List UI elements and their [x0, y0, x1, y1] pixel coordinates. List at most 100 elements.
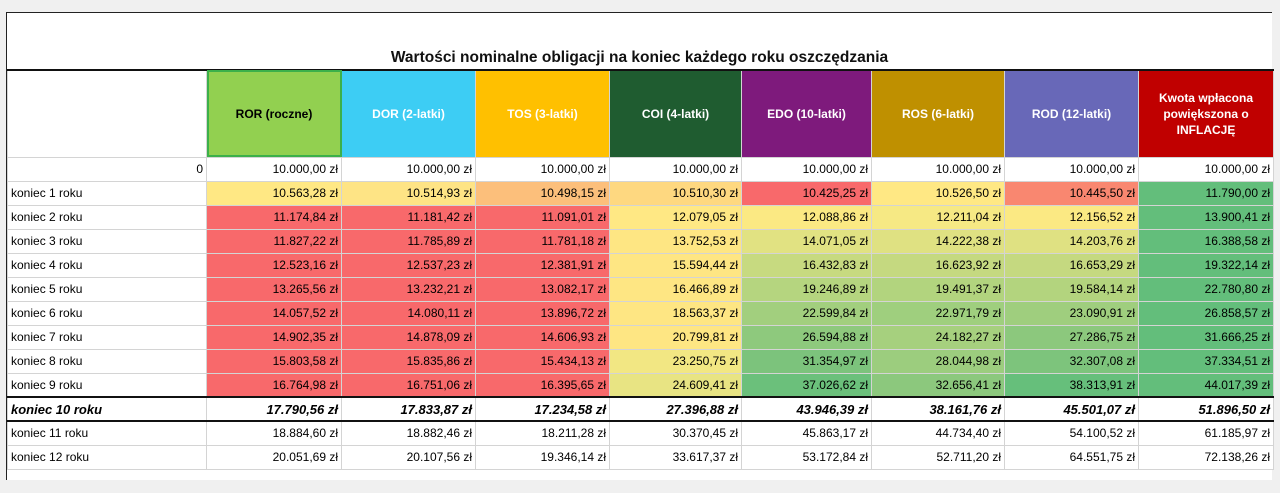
- value-cell: 15.803,58 zł: [206, 348, 342, 374]
- value-cell: 11.181,42 zł: [341, 204, 476, 230]
- column-header: ROD (12-latki): [1004, 69, 1139, 158]
- row-label: koniec 6 roku: [7, 300, 207, 326]
- table-row: koniec 11 roku 18.884,60 zł 18.882,46 zł 18…: [7, 420, 1274, 446]
- header-row: ROR (roczne) DOR (2-latki) TOS (3-latki) CO…: [7, 69, 1274, 158]
- table-title: Wartości nominalne obligacji na koniec k…: [390, 49, 889, 66]
- value-cell: 14.878,09 zł: [341, 324, 476, 350]
- value-cell: 10.526,50 zł: [871, 180, 1005, 206]
- table: ROR (roczne) DOR (2-latki) TOS (3-latki) CO…: [7, 69, 1274, 470]
- value-cell: 10.563,28 zł: [206, 180, 342, 206]
- value-cell: 37.026,62 zł: [741, 372, 872, 398]
- table-row: koniec 4 roku 12.523,16 zł 12.537,23 zł 12.…: [7, 252, 1274, 278]
- row-label: koniec 5 roku: [7, 276, 207, 302]
- value-cell: 20.051,69 zł: [206, 444, 342, 470]
- value-cell: 23.250,75 zł: [609, 348, 742, 374]
- value-cell: 23.090,91 zł: [1004, 300, 1139, 326]
- value-cell: 28.044,98 zł: [871, 348, 1005, 374]
- value-cell: 24.609,41 zł: [609, 372, 742, 398]
- value-cell: 26.858,57 zł: [1138, 300, 1274, 326]
- value-cell: 19.322,14 zł: [1138, 252, 1274, 278]
- row-label: koniec 12 roku: [7, 444, 207, 470]
- value-cell: 20.799,81 zł: [609, 324, 742, 350]
- value-cell: 11.827,22 zł: [206, 228, 342, 254]
- table-row: 0 10.000,00 zł 10.000,00 zł 10.000,00 zł 10.…: [7, 156, 1274, 182]
- value-cell: 19.584,14 zł: [1004, 276, 1139, 302]
- value-cell: 10.445,50 zł: [1004, 180, 1139, 206]
- value-cell: 16.432,83 zł: [741, 252, 872, 278]
- value-cell: 27.286,75 zł: [1004, 324, 1139, 350]
- value-cell: 18.563,37 zł: [609, 300, 742, 326]
- value-cell: 20.107,56 zł: [341, 444, 476, 470]
- value-cell: 12.211,04 zł: [871, 204, 1005, 230]
- value-cell: 72.138,26 zł: [1138, 444, 1274, 470]
- table-row: koniec 3 roku 11.827,22 zł 11.785,89 zł 11.…: [7, 228, 1274, 254]
- value-cell: 10.000,00 zł: [1004, 156, 1139, 182]
- value-cell: 19.491,37 zł: [871, 276, 1005, 302]
- value-cell: 12.088,86 zł: [741, 204, 872, 230]
- value-cell: 37.334,51 zł: [1138, 348, 1274, 374]
- value-cell: 19.246,89 zł: [741, 276, 872, 302]
- value-cell: 11.174,84 zł: [206, 204, 342, 230]
- value-cell: 18.884,60 zł: [206, 420, 342, 446]
- value-cell: 52.711,20 zł: [871, 444, 1005, 470]
- table-row: koniec 8 roku 15.803,58 zł 15.835,86 zł 15.…: [7, 348, 1274, 374]
- value-cell: 53.172,84 zł: [741, 444, 872, 470]
- value-cell: 19.346,14 zł: [475, 444, 610, 470]
- value-cell: 10.000,00 zł: [206, 156, 342, 182]
- value-cell: 54.100,52 zł: [1004, 420, 1139, 446]
- value-cell: 31.354,97 zł: [741, 348, 872, 374]
- value-cell: 13.232,21 zł: [341, 276, 476, 302]
- value-cell: 14.902,35 zł: [206, 324, 342, 350]
- value-cell: 22.971,79 zł: [871, 300, 1005, 326]
- value-cell: 16.764,98 zł: [206, 372, 342, 398]
- row-label: koniec 11 roku: [7, 420, 207, 446]
- value-cell: 10.000,00 zł: [741, 156, 872, 182]
- value-cell: 61.185,97 zł: [1138, 420, 1274, 446]
- value-cell: 10.000,00 zł: [871, 156, 1005, 182]
- value-cell: 45.501,07 zł: [1004, 396, 1139, 422]
- table-row: koniec 1 roku 10.563,28 zł 10.514,93 zł 10.…: [7, 180, 1274, 206]
- value-cell: 16.388,58 zł: [1138, 228, 1274, 254]
- value-cell: 38.313,91 zł: [1004, 372, 1139, 398]
- value-cell: 43.946,39 zł: [741, 396, 872, 422]
- value-cell: 64.551,75 zł: [1004, 444, 1139, 470]
- table-row: koniec 7 roku 14.902,35 zł 14.878,09 zł 14.…: [7, 324, 1274, 350]
- value-cell: 13.900,41 zł: [1138, 204, 1274, 230]
- value-cell: 27.396,88 zł: [609, 396, 742, 422]
- value-cell: 22.599,84 zł: [741, 300, 872, 326]
- value-cell: 16.395,65 zł: [475, 372, 610, 398]
- value-cell: 12.537,23 zł: [341, 252, 476, 278]
- value-cell: 18.882,46 zł: [341, 420, 476, 446]
- column-header: COI (4-latki): [609, 69, 742, 158]
- value-cell: 51.896,50 zł: [1138, 396, 1274, 422]
- value-cell: 32.307,08 zł: [1004, 348, 1139, 374]
- value-cell: 10.514,93 zł: [341, 180, 476, 206]
- table-body: 0 10.000,00 zł 10.000,00 zł 10.000,00 zł 10.…: [7, 156, 1274, 470]
- value-cell: 14.222,38 zł: [871, 228, 1005, 254]
- value-cell: 38.161,76 zł: [871, 396, 1005, 422]
- value-cell: 17.833,87 zł: [341, 396, 476, 422]
- table-row: koniec 12 roku 20.051,69 zł 20.107,56 zł 19…: [7, 444, 1274, 470]
- row-label: koniec 4 roku: [7, 252, 207, 278]
- value-cell: 15.434,13 zł: [475, 348, 610, 374]
- value-cell: 16.623,92 zł: [871, 252, 1005, 278]
- value-cell: 15.594,44 zł: [609, 252, 742, 278]
- value-cell: 30.370,45 zł: [609, 420, 742, 446]
- row-label: koniec 9 roku: [7, 372, 207, 398]
- value-cell: 15.835,86 zł: [341, 348, 476, 374]
- value-cell: 12.156,52 zł: [1004, 204, 1139, 230]
- value-cell: 13.896,72 zł: [475, 300, 610, 326]
- row-label: koniec 7 roku: [7, 324, 207, 350]
- value-cell: 14.606,93 zł: [475, 324, 610, 350]
- row-label: koniec 1 roku: [7, 180, 207, 206]
- value-cell: 32.656,41 zł: [871, 372, 1005, 398]
- value-cell: 10.000,00 zł: [609, 156, 742, 182]
- value-cell: 17.234,58 zł: [475, 396, 610, 422]
- row-label: koniec 10 roku: [7, 396, 207, 422]
- sheet: Wartości nominalne obligacji na koniec k…: [6, 12, 1274, 480]
- value-cell: 11.785,89 zł: [341, 228, 476, 254]
- column-header: ROS (6-latki): [871, 69, 1005, 158]
- value-cell: 16.653,29 zł: [1004, 252, 1139, 278]
- value-cell: 44.017,39 zł: [1138, 372, 1274, 398]
